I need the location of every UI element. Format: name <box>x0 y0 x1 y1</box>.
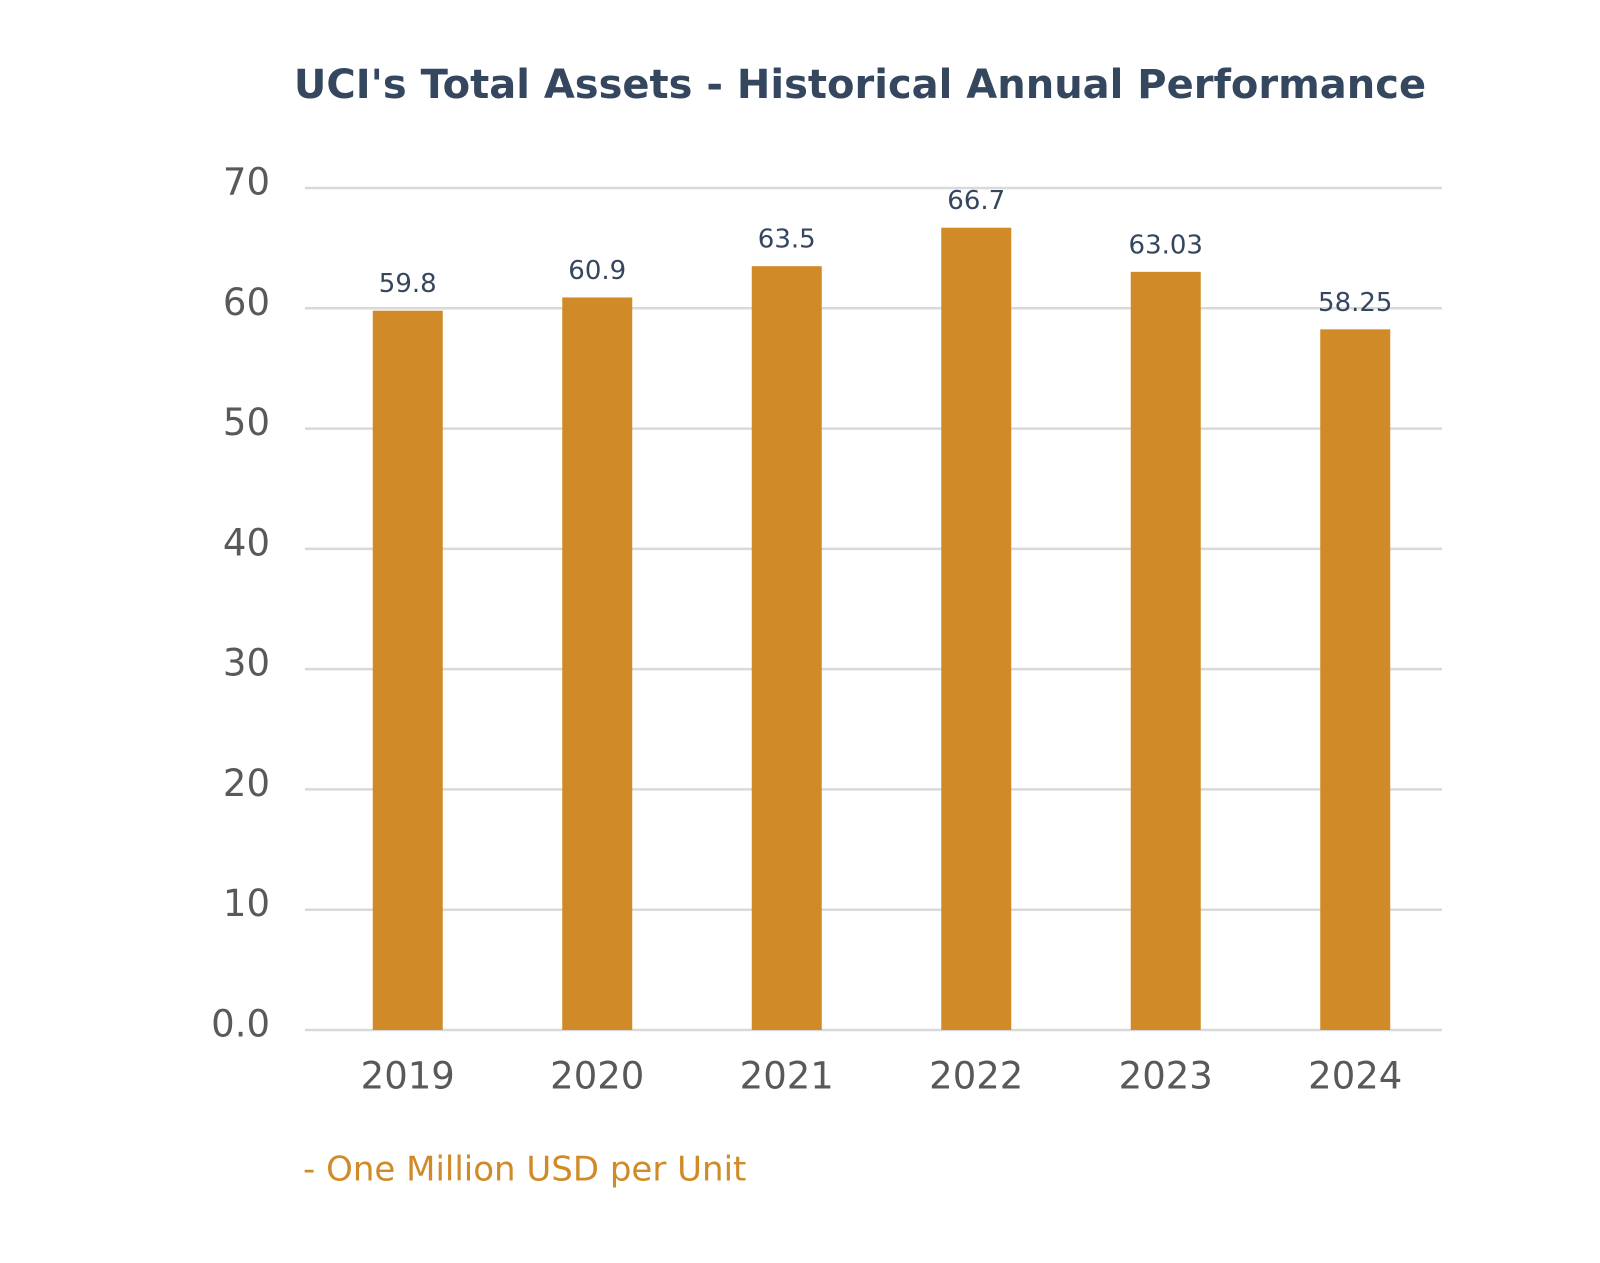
x-tick-label: 2020 <box>550 1055 644 1098</box>
y-tick-label: 10 <box>223 882 270 925</box>
y-tick-label: 30 <box>223 642 270 685</box>
value-label: 59.8 <box>379 269 437 299</box>
y-tick-label: 40 <box>223 521 270 564</box>
bar <box>372 310 443 1031</box>
y-tick-label: 0.0 <box>211 1003 270 1046</box>
x-tick-label: 2023 <box>1119 1055 1213 1098</box>
y-tick-label: 60 <box>223 281 270 324</box>
y-tick-label: 70 <box>223 161 270 204</box>
x-tick-label: 2021 <box>740 1055 834 1098</box>
y-tick-label: 20 <box>223 762 270 805</box>
x-tick-label: 2022 <box>929 1055 1023 1098</box>
bar <box>1320 329 1391 1031</box>
value-label: 63.5 <box>758 225 816 255</box>
bar <box>751 266 822 1031</box>
value-label: 60.9 <box>568 256 626 286</box>
value-label: 58.25 <box>1318 288 1392 318</box>
value-label: 63.03 <box>1129 230 1203 260</box>
x-tick-label: 2024 <box>1308 1055 1402 1098</box>
value-label: 66.7 <box>947 186 1005 216</box>
bar <box>1130 271 1201 1031</box>
y-tick-label: 50 <box>223 401 270 444</box>
chart-title: UCI's Total Assets - Historical Annual P… <box>294 62 1426 108</box>
x-tick-label: 2019 <box>361 1055 455 1098</box>
unit-note: - One Million USD per Unit <box>303 1150 746 1190</box>
bar <box>562 297 633 1031</box>
bar <box>941 227 1012 1031</box>
